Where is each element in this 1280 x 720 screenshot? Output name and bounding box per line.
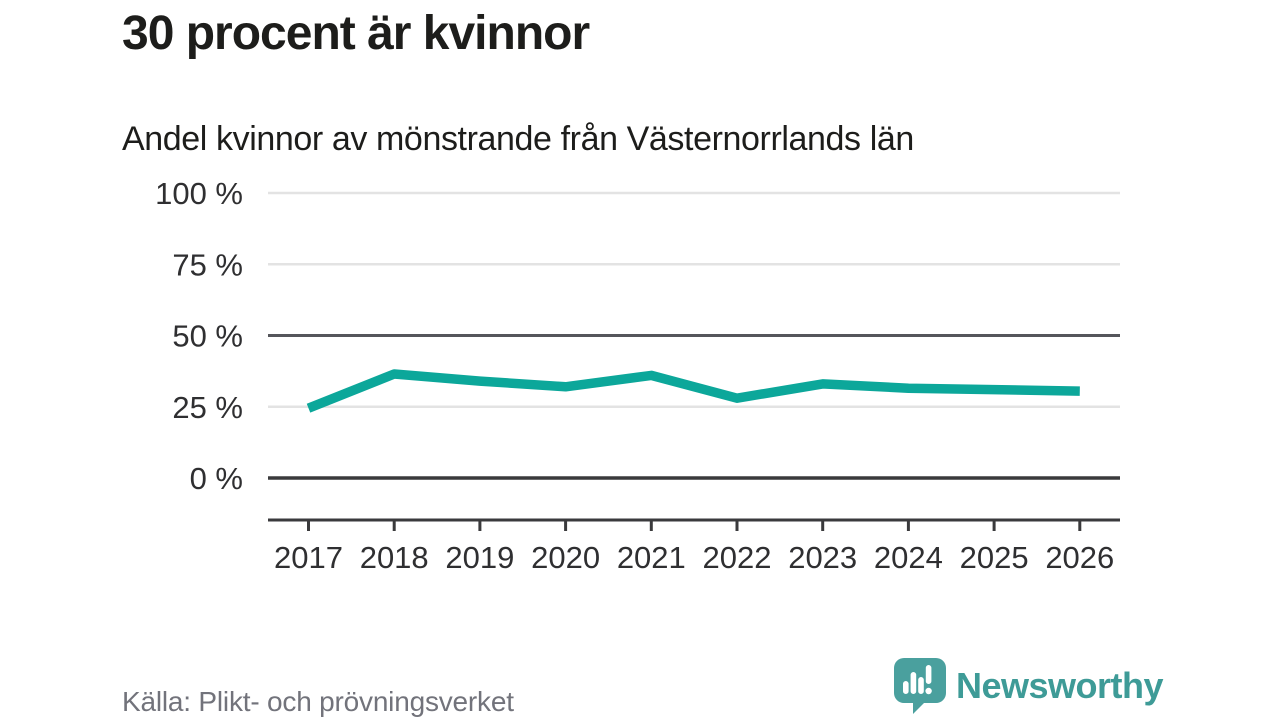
y-tick-label-0: 0 % [190,461,243,496]
x-tick-label-2019: 2019 [445,540,514,575]
y-tick-label-75: 75 % [172,247,243,282]
x-tick-label-2023: 2023 [788,540,857,575]
newsworthy-logo: Newsworthy [893,656,1164,716]
x-tick-label-2026: 2026 [1045,540,1114,575]
newsworthy-logo-text: Newsworthy [956,665,1164,706]
y-tick-label-50: 50 % [172,319,243,354]
y-tick-label-100: 100 % [155,176,243,211]
x-tick-label-2020: 2020 [531,540,600,575]
x-tick-label-2017: 2017 [274,540,343,575]
newsworthy-logo-icon [894,658,946,714]
source-attribution: Källa: Plikt- och prövningsverket [122,686,514,717]
x-tick-label-2021: 2021 [617,540,686,575]
chart-subtitle: Andel kvinnor av mönstrande från Västern… [122,120,914,158]
x-tick-label-2022: 2022 [703,540,772,575]
x-tick-label-2025: 2025 [960,540,1029,575]
y-tick-label-25: 25 % [172,390,243,425]
x-tick-label-2018: 2018 [360,540,429,575]
chart-title: 30 procent är kvinnor [122,7,590,60]
x-tick-label-2024: 2024 [874,540,943,575]
chart-line-series [306,369,1080,413]
